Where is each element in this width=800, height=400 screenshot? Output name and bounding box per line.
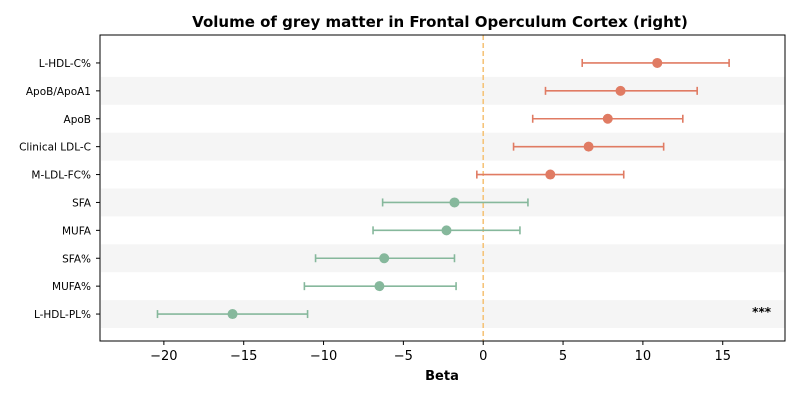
x-tick-label: −20 xyxy=(150,349,177,364)
estimate-row xyxy=(544,85,698,96)
point-estimate xyxy=(652,57,663,68)
estimate-row xyxy=(314,253,456,264)
data-marks: *** xyxy=(156,57,772,320)
point-estimate xyxy=(227,309,238,320)
x-axis: −20 −15 −10 −5 0 5 10 15 xyxy=(150,341,731,364)
estimate-row xyxy=(581,57,730,68)
y-tick-label: L-HDL-PL% xyxy=(34,309,91,321)
y-axis-labels: L-HDL-C% ApoB/ApoA1 ApoB Clinical LDL-C M-LD… xyxy=(19,58,100,321)
y-tick-label: ApoB xyxy=(64,114,91,126)
estimate-row xyxy=(303,281,457,292)
point-estimate xyxy=(441,225,452,236)
estimate-row xyxy=(531,113,684,124)
estimate-row: *** xyxy=(156,305,772,320)
point-estimate xyxy=(583,141,594,152)
point-estimate xyxy=(449,197,460,208)
point-estimate xyxy=(545,169,556,180)
y-tick-label: L-HDL-C% xyxy=(39,58,91,70)
y-tick-label: Clinical LDL-C xyxy=(19,142,91,154)
y-tick-label: MUFA% xyxy=(52,281,91,293)
point-estimate xyxy=(615,85,626,96)
x-axis-label: Beta xyxy=(425,369,459,384)
x-tick-label: 10 xyxy=(635,349,652,364)
chart-title: Volume of grey matter in Frontal Opercul… xyxy=(192,13,688,31)
point-estimate xyxy=(602,113,613,124)
estimate-row xyxy=(372,225,521,236)
y-tick-label: ApoB/ApoA1 xyxy=(26,86,91,98)
estimate-row xyxy=(476,169,625,180)
y-tick-label: M-LDL-FC% xyxy=(31,170,91,182)
x-tick-label: −15 xyxy=(230,349,257,364)
x-tick-label: 5 xyxy=(559,349,567,364)
x-tick-label: −10 xyxy=(310,349,337,364)
x-tick-label: 0 xyxy=(479,349,487,364)
estimate-row xyxy=(381,197,529,208)
estimate-row xyxy=(512,141,665,152)
y-tick-label: SFA% xyxy=(62,253,91,265)
x-tick-label: −5 xyxy=(394,349,413,364)
y-tick-label: MUFA xyxy=(62,225,92,237)
row-band xyxy=(101,132,785,161)
significance-annotation: *** xyxy=(752,305,772,319)
y-tick-label: SFA xyxy=(72,197,92,209)
plot-frame xyxy=(99,34,786,342)
x-tick-label: 15 xyxy=(714,349,731,364)
point-estimate xyxy=(374,281,385,292)
point-estimate xyxy=(379,253,390,264)
